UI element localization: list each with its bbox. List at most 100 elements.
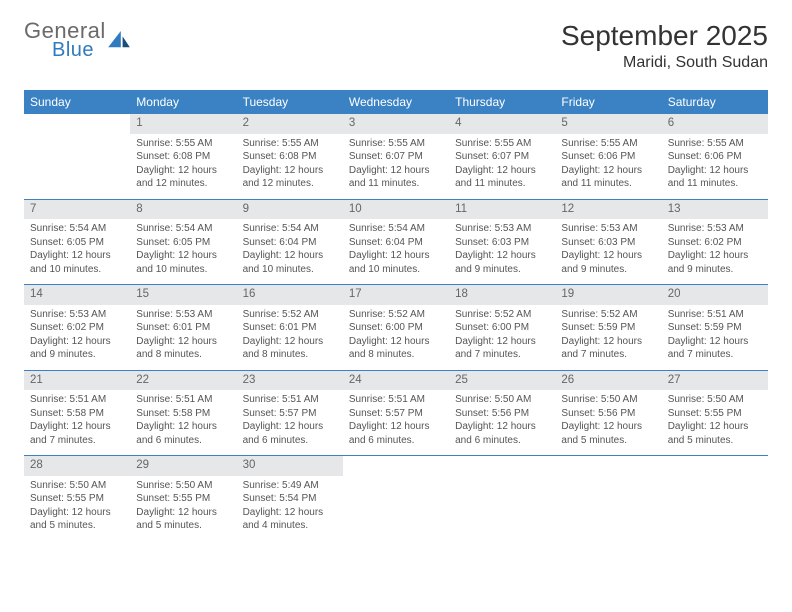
sunrise-text: Sunrise: 5:49 AM — [243, 479, 337, 493]
day-cell — [449, 456, 555, 541]
calendar-table: Sunday Monday Tuesday Wednesday Thursday… — [24, 90, 768, 541]
day-cell: 19Sunrise: 5:52 AMSunset: 5:59 PMDayligh… — [555, 285, 661, 371]
sunset-text: Sunset: 6:06 PM — [561, 150, 655, 164]
sunset-text: Sunset: 6:04 PM — [243, 236, 337, 250]
sunset-text: Sunset: 5:59 PM — [668, 321, 762, 335]
daylight-text: Daylight: 12 hours and 8 minutes. — [136, 335, 230, 362]
daylight-text: Daylight: 12 hours and 10 minutes. — [30, 249, 124, 276]
day-cell: 28Sunrise: 5:50 AMSunset: 5:55 PMDayligh… — [24, 456, 130, 541]
day-number: 13 — [662, 200, 768, 220]
day-data: Sunrise: 5:54 AMSunset: 6:05 PMDaylight:… — [130, 219, 236, 284]
day-number: 14 — [24, 285, 130, 305]
day-data: Sunrise: 5:50 AMSunset: 5:56 PMDaylight:… — [449, 390, 555, 455]
day-cell: 10Sunrise: 5:54 AMSunset: 6:04 PMDayligh… — [343, 199, 449, 285]
day-data: Sunrise: 5:51 AMSunset: 5:57 PMDaylight:… — [237, 390, 343, 455]
day-cell: 25Sunrise: 5:50 AMSunset: 5:56 PMDayligh… — [449, 370, 555, 456]
location: Maridi, South Sudan — [561, 54, 768, 72]
sunrise-text: Sunrise: 5:50 AM — [30, 479, 124, 493]
daylight-text: Daylight: 12 hours and 6 minutes. — [243, 420, 337, 447]
sunrise-text: Sunrise: 5:52 AM — [561, 308, 655, 322]
day-number: 23 — [237, 371, 343, 391]
day-number: 16 — [237, 285, 343, 305]
day-data: Sunrise: 5:50 AMSunset: 5:55 PMDaylight:… — [24, 476, 130, 541]
day-data: Sunrise: 5:52 AMSunset: 6:01 PMDaylight:… — [237, 305, 343, 370]
day-data: Sunrise: 5:54 AMSunset: 6:04 PMDaylight:… — [237, 219, 343, 284]
day-cell — [343, 456, 449, 541]
day-data: Sunrise: 5:54 AMSunset: 6:04 PMDaylight:… — [343, 219, 449, 284]
day-data: Sunrise: 5:51 AMSunset: 5:59 PMDaylight:… — [662, 305, 768, 370]
sunrise-text: Sunrise: 5:55 AM — [668, 137, 762, 151]
sunset-text: Sunset: 5:55 PM — [30, 492, 124, 506]
day-number: 1 — [130, 114, 236, 134]
sunrise-text: Sunrise: 5:54 AM — [30, 222, 124, 236]
day-number: 12 — [555, 200, 661, 220]
daylight-text: Daylight: 12 hours and 5 minutes. — [561, 420, 655, 447]
day-number: 8 — [130, 200, 236, 220]
day-number: 10 — [343, 200, 449, 220]
day-number: 27 — [662, 371, 768, 391]
daylight-text: Daylight: 12 hours and 10 minutes. — [136, 249, 230, 276]
sunset-text: Sunset: 5:58 PM — [136, 407, 230, 421]
sunset-text: Sunset: 6:00 PM — [349, 321, 443, 335]
day-data: Sunrise: 5:51 AMSunset: 5:58 PMDaylight:… — [130, 390, 236, 455]
header: General Blue September 2025 Maridi, Sout… — [24, 20, 768, 72]
day-data: Sunrise: 5:52 AMSunset: 6:00 PMDaylight:… — [343, 305, 449, 370]
day-number: 21 — [24, 371, 130, 391]
dow-head: Monday — [130, 90, 236, 114]
daylight-text: Daylight: 12 hours and 7 minutes. — [561, 335, 655, 362]
day-data: Sunrise: 5:53 AMSunset: 6:02 PMDaylight:… — [24, 305, 130, 370]
sunset-text: Sunset: 6:03 PM — [561, 236, 655, 250]
day-data: Sunrise: 5:55 AMSunset: 6:07 PMDaylight:… — [449, 134, 555, 199]
day-number: 18 — [449, 285, 555, 305]
sunrise-text: Sunrise: 5:54 AM — [243, 222, 337, 236]
day-data: Sunrise: 5:55 AMSunset: 6:08 PMDaylight:… — [237, 134, 343, 199]
sunset-text: Sunset: 6:02 PM — [668, 236, 762, 250]
day-data: Sunrise: 5:55 AMSunset: 6:07 PMDaylight:… — [343, 134, 449, 199]
sunrise-text: Sunrise: 5:50 AM — [561, 393, 655, 407]
day-cell: 23Sunrise: 5:51 AMSunset: 5:57 PMDayligh… — [237, 370, 343, 456]
day-number: 11 — [449, 200, 555, 220]
sunset-text: Sunset: 5:56 PM — [561, 407, 655, 421]
day-data: Sunrise: 5:53 AMSunset: 6:01 PMDaylight:… — [130, 305, 236, 370]
day-cell: 29Sunrise: 5:50 AMSunset: 5:55 PMDayligh… — [130, 456, 236, 541]
day-cell: 3Sunrise: 5:55 AMSunset: 6:07 PMDaylight… — [343, 114, 449, 199]
sunrise-text: Sunrise: 5:52 AM — [349, 308, 443, 322]
day-number: 6 — [662, 114, 768, 134]
day-data: Sunrise: 5:50 AMSunset: 5:55 PMDaylight:… — [662, 390, 768, 455]
day-number: 15 — [130, 285, 236, 305]
day-cell: 24Sunrise: 5:51 AMSunset: 5:57 PMDayligh… — [343, 370, 449, 456]
dow-head: Friday — [555, 90, 661, 114]
sunset-text: Sunset: 5:56 PM — [455, 407, 549, 421]
day-number: 3 — [343, 114, 449, 134]
day-cell: 5Sunrise: 5:55 AMSunset: 6:06 PMDaylight… — [555, 114, 661, 199]
sunset-text: Sunset: 6:06 PM — [668, 150, 762, 164]
day-number: 17 — [343, 285, 449, 305]
sunrise-text: Sunrise: 5:52 AM — [455, 308, 549, 322]
day-cell: 12Sunrise: 5:53 AMSunset: 6:03 PMDayligh… — [555, 199, 661, 285]
day-number: 22 — [130, 371, 236, 391]
day-cell: 13Sunrise: 5:53 AMSunset: 6:02 PMDayligh… — [662, 199, 768, 285]
sunset-text: Sunset: 6:01 PM — [136, 321, 230, 335]
sunset-text: Sunset: 5:57 PM — [349, 407, 443, 421]
dow-head: Saturday — [662, 90, 768, 114]
day-cell: 4Sunrise: 5:55 AMSunset: 6:07 PMDaylight… — [449, 114, 555, 199]
sunset-text: Sunset: 6:07 PM — [349, 150, 443, 164]
daylight-text: Daylight: 12 hours and 6 minutes. — [455, 420, 549, 447]
sunrise-text: Sunrise: 5:52 AM — [243, 308, 337, 322]
sunset-text: Sunset: 5:59 PM — [561, 321, 655, 335]
day-cell: 27Sunrise: 5:50 AMSunset: 5:55 PMDayligh… — [662, 370, 768, 456]
dow-head: Wednesday — [343, 90, 449, 114]
day-cell: 14Sunrise: 5:53 AMSunset: 6:02 PMDayligh… — [24, 285, 130, 371]
day-data: Sunrise: 5:50 AMSunset: 5:56 PMDaylight:… — [555, 390, 661, 455]
sunset-text: Sunset: 6:08 PM — [136, 150, 230, 164]
daylight-text: Daylight: 12 hours and 7 minutes. — [30, 420, 124, 447]
daylight-text: Daylight: 12 hours and 8 minutes. — [243, 335, 337, 362]
day-cell: 15Sunrise: 5:53 AMSunset: 6:01 PMDayligh… — [130, 285, 236, 371]
daylight-text: Daylight: 12 hours and 5 minutes. — [136, 506, 230, 533]
sunset-text: Sunset: 6:01 PM — [243, 321, 337, 335]
sunset-text: Sunset: 5:54 PM — [243, 492, 337, 506]
sunrise-text: Sunrise: 5:55 AM — [455, 137, 549, 151]
calendar-body: 1Sunrise: 5:55 AMSunset: 6:08 PMDaylight… — [24, 114, 768, 541]
dow-row: Sunday Monday Tuesday Wednesday Thursday… — [24, 90, 768, 114]
sunrise-text: Sunrise: 5:53 AM — [30, 308, 124, 322]
